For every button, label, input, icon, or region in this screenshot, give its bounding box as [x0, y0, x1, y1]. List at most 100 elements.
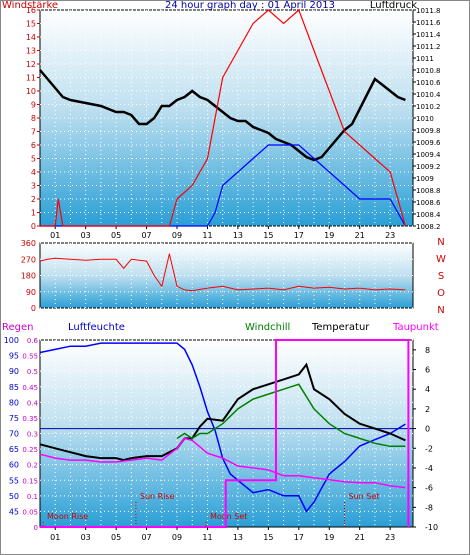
humidity-axis-tick-label: 85 [9, 383, 19, 392]
left-axis-tick-label: 8 [31, 114, 36, 123]
wind-pressure-series-group [39, 8, 406, 227]
rain-axis-tick-label: 0.55 [22, 353, 38, 361]
x-axis-tick-label: 05 [111, 533, 121, 542]
event-label: Sun Rise [140, 492, 175, 501]
rain-axis-tick-label: 0.1 [27, 493, 38, 501]
humidity-temp-series-group [39, 339, 410, 528]
x-axis-tick-label: 15 [263, 231, 273, 240]
right-axis-tick-label: 1010 [416, 115, 434, 123]
direction-axis-tick-label: 90 [26, 288, 36, 297]
rain-axis-tick-label: 0.3 [27, 431, 38, 439]
wind-pressure-series-line [39, 69, 406, 162]
x-axis-tick-label: 07 [141, 231, 151, 240]
x-axis-tick-label: 11 [202, 533, 212, 542]
direction-axis-tick-label: 0 [31, 304, 36, 313]
temp-axis-tick-label: -6 [425, 484, 433, 493]
humidity-axis-tick-label: 100 [4, 336, 19, 345]
humidity-label: Luftfeuchte [68, 322, 125, 333]
left-axis-tick-label: 14 [26, 33, 36, 42]
right-axis-tick-label: 1009.6 [416, 139, 441, 147]
x-axis-tick-label: 09 [172, 231, 182, 240]
rain-axis-tick-label: 0.45 [22, 384, 38, 392]
humidity-axis-tick-label: 95 [9, 352, 19, 361]
x-axis-tick-label: 03 [81, 231, 91, 240]
humidity-axis-tick-label: 90 [9, 367, 19, 376]
left-axis-tick-label: 11 [26, 74, 36, 83]
left-axis-tick-label: 16 [26, 6, 36, 15]
left-axis-tick-label: 9 [31, 101, 36, 110]
compass-direction-label: N [437, 237, 444, 248]
humidity-temp-series-line [40, 339, 410, 528]
direction-axis-tick-label: 270 [21, 255, 36, 264]
humidity-axis-tick-label: 65 [9, 445, 19, 454]
left-axis-tick-label: 10 [26, 87, 36, 96]
humidity-axis-tick-label: 55 [9, 476, 19, 485]
compass-direction-label: S [438, 271, 444, 282]
left-axis-tick-label: 7 [31, 128, 36, 137]
right-axis-tick-label: 1010.2 [416, 103, 441, 111]
right-axis-tick-label: 1011.4 [416, 31, 441, 39]
left-axis-tick-label: 2 [31, 195, 36, 204]
wind-direction-series-line [39, 253, 406, 292]
temp-axis-tick-label: -8 [425, 503, 433, 512]
right-axis-tick-label: 1009.8 [416, 127, 441, 135]
left-axis-title: Windstärke [2, 0, 58, 11]
left-axis-tick-label: 5 [31, 155, 36, 164]
rain-label: Regen [2, 322, 34, 333]
x-axis-tick-label: 21 [355, 533, 365, 542]
compass-direction-label: W [436, 254, 446, 265]
x-axis-tick-label: 13 [233, 231, 243, 240]
compass-direction-label: O [437, 288, 445, 299]
rain-axis-tick-label: 0.25 [22, 446, 38, 454]
rain-axis-tick-label: 0.4 [27, 399, 39, 407]
left-axis-tick-label: 0 [31, 222, 36, 231]
x-axis-tick-label: 07 [141, 533, 151, 542]
right-axis-tick-label: 1008.6 [416, 199, 441, 207]
right-axis-tick-label: 1008.8 [416, 187, 441, 195]
rain-axis-tick-label: 0.15 [22, 477, 38, 485]
x-axis-tick-label: 23 [385, 533, 395, 542]
right-axis-tick-label: 1010.4 [416, 91, 441, 99]
x-axis-tick-label: 19 [324, 533, 334, 542]
left-axis-tick-label: 1 [31, 209, 36, 218]
wind-direction-series-group [39, 253, 406, 292]
humidity-axis-tick-label: 45 [9, 507, 19, 516]
right-axis-tick-label: 1011.2 [416, 43, 441, 51]
wind-pressure-series-line [40, 8, 406, 227]
temperature-label: Temperatur [311, 322, 370, 333]
x-axis-tick-label: 05 [111, 231, 121, 240]
rain-axis-tick-label: 0.05 [22, 508, 38, 516]
x-axis-tick-label: 03 [81, 533, 91, 542]
wind-pressure-series-line [40, 144, 406, 227]
temp-axis-tick-label: -2 [425, 444, 433, 453]
x-axis-tick-label: 01 [50, 533, 60, 542]
rain-axis-tick-label: 0.6 [27, 337, 39, 345]
temp-axis-tick-label: 2 [425, 405, 430, 414]
left-axis-tick-label: 6 [31, 141, 36, 150]
rain-axis-tick-label: 0.2 [27, 462, 38, 470]
wind-direction-plot-area [39, 242, 414, 309]
right-axis-tick-label: 1011 [416, 55, 434, 63]
compass-direction-label: N [437, 305, 444, 316]
right-axis-tick-label: 1011.6 [416, 19, 441, 27]
direction-axis-tick-label: 180 [21, 272, 36, 281]
right-axis-tick-label: 1008.4 [416, 211, 441, 219]
event-label: Moon Rise [47, 512, 88, 521]
humidity-axis-tick-label: 75 [9, 414, 19, 423]
rain-axis-tick-label: 0.35 [22, 415, 38, 423]
x-axis-tick-label: 01 [50, 231, 60, 240]
left-axis-tick-label: 4 [31, 168, 36, 177]
x-axis-tick-label: 17 [294, 231, 304, 240]
temp-axis-tick-label: 6 [425, 366, 430, 375]
x-axis-tick-label: 19 [324, 231, 334, 240]
event-label: Sun Set [348, 492, 379, 501]
x-axis-tick-label: 15 [263, 533, 273, 542]
dewpoint-label: Taupunkt [392, 322, 439, 333]
windchill-label: Windchill [245, 322, 290, 333]
humidity-temp-series-line [39, 362, 406, 462]
left-axis-tick-label: 15 [26, 20, 36, 29]
rain-axis-tick-label: 0 [34, 524, 38, 532]
right-axis-tick-label: 1010.6 [416, 79, 441, 87]
x-axis-tick-label: 13 [233, 533, 243, 542]
